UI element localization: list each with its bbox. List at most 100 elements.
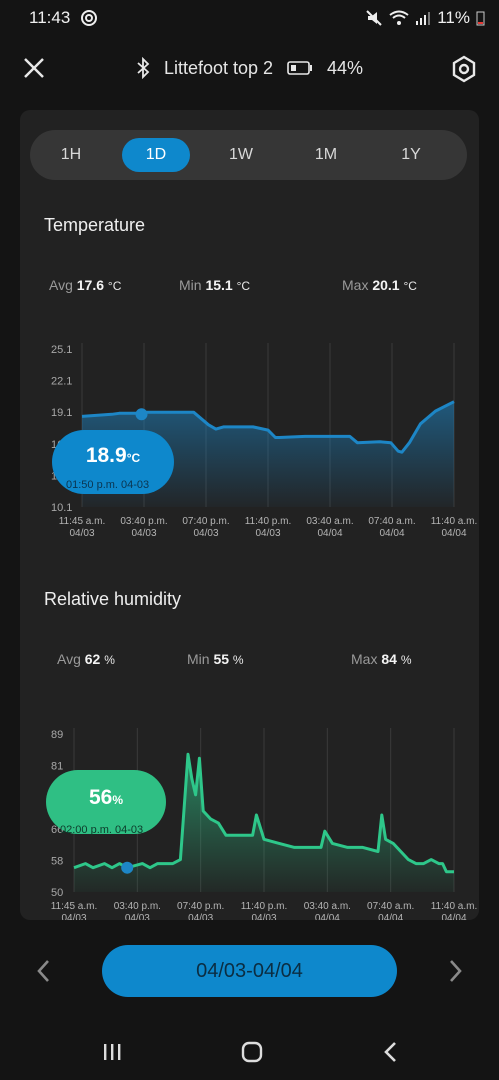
date-range-button[interactable]: 04/03-04/04: [102, 945, 397, 997]
next-arrow-icon[interactable]: [443, 957, 467, 985]
x-tick-label: 07:40 a.m.: [367, 901, 414, 912]
settings-icon[interactable]: [449, 54, 479, 84]
x-tick-label: 11:45 a.m.: [59, 516, 106, 527]
temp-min-label: Min: [179, 277, 202, 293]
range-1w[interactable]: 1W: [229, 146, 253, 163]
range-1h[interactable]: 1H: [60, 146, 82, 163]
mute-icon: [366, 10, 382, 26]
status-bar: 11:43 11%: [0, 0, 499, 36]
temp-min-unit: °C: [236, 279, 251, 293]
hum-avg-label: Avg: [57, 651, 81, 667]
x-tick-label: 11:40 p.m.: [245, 516, 292, 527]
temp-tooltip-value: 18.9: [85, 444, 127, 467]
hum-min-label: Min: [187, 651, 210, 667]
x-tick-label: 07:40 p.m.: [177, 901, 224, 912]
x-tick-date: 04/04: [441, 913, 466, 920]
hum-avg-value: 62: [84, 651, 101, 667]
x-tick-date: 04/03: [188, 913, 213, 920]
sync-icon: [81, 10, 97, 26]
temperature-title: Temperature: [44, 215, 146, 235]
device-title: Littefoot top 2 44%: [0, 57, 499, 79]
status-battery-text: 11%: [437, 8, 470, 27]
x-tick-date: 04/04: [379, 528, 404, 539]
selected-point-marker: [135, 408, 148, 421]
hum-tooltip-unit: %: [112, 793, 124, 807]
x-tick-label: 03:40 a.m.: [306, 516, 353, 527]
x-tick-date: 04/04: [317, 528, 342, 539]
wifi-icon: [389, 10, 409, 25]
y-tick-label: 89: [51, 729, 63, 741]
temp-max-unit: °C: [403, 279, 417, 293]
hum-max-label: Max: [351, 651, 378, 667]
x-tick-date: 04/04: [315, 913, 340, 920]
y-tick-label: 22.1: [51, 376, 72, 388]
series-area: [74, 754, 454, 892]
temperature-avg: Avg 17.6 °C: [49, 277, 121, 293]
x-tick-date: 04/03: [131, 528, 156, 539]
previous-arrow-icon[interactable]: [32, 957, 56, 985]
chart-card: 1H 1D 1W 1M 1Y Temperature Avg 17.6 °C M…: [20, 110, 479, 920]
device-battery-icon: [287, 61, 313, 75]
x-tick-label: 11:40 a.m.: [431, 516, 478, 527]
x-tick-label: 11:40 a.m.: [431, 901, 478, 912]
hum-tooltip-value: 56: [88, 786, 113, 809]
temperature-min: Min 15.1 °C: [179, 277, 250, 293]
x-tick-date: 04/03: [125, 913, 150, 920]
hum-min-unit: %: [232, 653, 244, 667]
x-tick-label: 07:40 a.m.: [368, 516, 415, 527]
humidity-min: Min 55 %: [187, 651, 244, 667]
temp-min-value: 15.1: [205, 277, 233, 293]
home-icon[interactable]: [240, 1040, 264, 1064]
temp-max-value: 20.1: [372, 277, 400, 293]
hum-tooltip-time: 02:00 p.m. 04-03: [60, 824, 144, 836]
x-tick-date: 04/03: [69, 528, 94, 539]
app-bar: Littefoot top 2 44%: [0, 40, 499, 96]
x-tick-date: 04/03: [61, 913, 86, 920]
hum-avg-unit: %: [104, 653, 115, 667]
range-1y[interactable]: 1Y: [401, 146, 421, 163]
humidity-title: Relative humidity: [44, 589, 182, 609]
series-line: [81, 400, 455, 454]
x-tick-date: 04/03: [251, 913, 276, 920]
temp-avg-unit: °C: [107, 279, 122, 293]
hum-min-value: 55: [213, 651, 230, 667]
x-tick-date: 04/04: [378, 913, 403, 920]
range-1d[interactable]: 1D: [122, 138, 190, 172]
humidity-max: Max 84 %: [351, 651, 411, 667]
series-area: [82, 401, 454, 507]
range-1m[interactable]: 1M: [314, 146, 338, 163]
bluetooth-icon: [137, 57, 150, 79]
x-tick-label: 11:45 a.m.: [51, 901, 98, 912]
x-tick-label: 07:40 p.m.: [182, 516, 229, 527]
selected-point-marker: [121, 861, 134, 874]
hum-max-value: 84: [381, 651, 397, 667]
y-tick-label: 10.1: [51, 502, 72, 514]
y-tick-label: 50: [51, 887, 63, 899]
humidity-tooltip: 56% 02:00 p.m. 04-03: [46, 770, 166, 836]
x-tick-label: 11:40 p.m.: [241, 901, 288, 912]
temp-avg-label: Avg: [49, 277, 73, 293]
temp-avg-value: 17.6: [76, 277, 105, 293]
phone-battery-icon: [476, 11, 485, 26]
humidity-avg: Avg 62 %: [57, 651, 115, 667]
y-tick-label: 25.1: [51, 344, 72, 356]
temp-tooltip-unit: °C: [126, 451, 141, 465]
x-tick-label: 03:40 p.m.: [120, 516, 167, 527]
y-tick-label: 81: [51, 761, 63, 773]
signal-icon: [416, 12, 431, 25]
close-icon[interactable]: [20, 54, 48, 82]
y-tick-label: 19.1: [51, 407, 72, 419]
x-tick-date: 04/03: [255, 528, 280, 539]
temp-tooltip-time: 01:50 p.m. 04-03: [66, 479, 150, 491]
back-icon[interactable]: [381, 1040, 401, 1064]
recent-apps-icon[interactable]: [102, 1042, 124, 1062]
temperature-tooltip: 18.9°C 01:50 p.m. 04-03: [52, 430, 174, 494]
x-tick-label: 03:40 a.m.: [304, 901, 351, 912]
x-tick-date: 04/03: [193, 528, 218, 539]
system-navigation-bar: [0, 1020, 499, 1080]
time-range-selector: 1H 1D 1W 1M 1Y: [30, 130, 467, 180]
temp-max-label: Max: [342, 277, 369, 293]
device-battery-level: 44%: [327, 57, 364, 78]
